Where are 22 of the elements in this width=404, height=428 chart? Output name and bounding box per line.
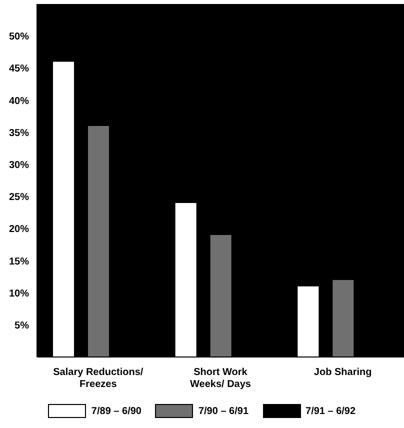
y-tick-label: 20%: [8, 224, 30, 236]
bar: [88, 126, 109, 357]
y-tick-label: 50%: [8, 32, 30, 43]
y-tick-label: 35%: [8, 128, 30, 139]
y-tick-label: 15%: [8, 256, 30, 268]
y-tick-label: 30%: [8, 160, 30, 172]
y-tick-label: 5%: [14, 320, 30, 332]
bar: [53, 62, 74, 357]
bar: [332, 280, 354, 357]
x-tick-label: Job Sharing: [314, 367, 372, 378]
y-tick-label: 25%: [8, 192, 30, 204]
y-tick-label: 40%: [8, 96, 30, 107]
x-tick-label: Salary Reductions/ Freezes: [53, 367, 144, 390]
bar: [175, 202, 196, 357]
y-tick-label: 45%: [8, 64, 30, 75]
bar: [210, 235, 232, 357]
bar: [298, 286, 319, 357]
legend-label: 7/90 – 6/91: [198, 406, 249, 416]
y-tick-label: 10%: [8, 288, 30, 300]
x-tick-label: Short Work Weeks/ Days: [190, 367, 252, 390]
legend-label: 7/91 – 6/92: [306, 406, 356, 416]
legend-label: 7/89 – 6/90: [91, 406, 142, 416]
